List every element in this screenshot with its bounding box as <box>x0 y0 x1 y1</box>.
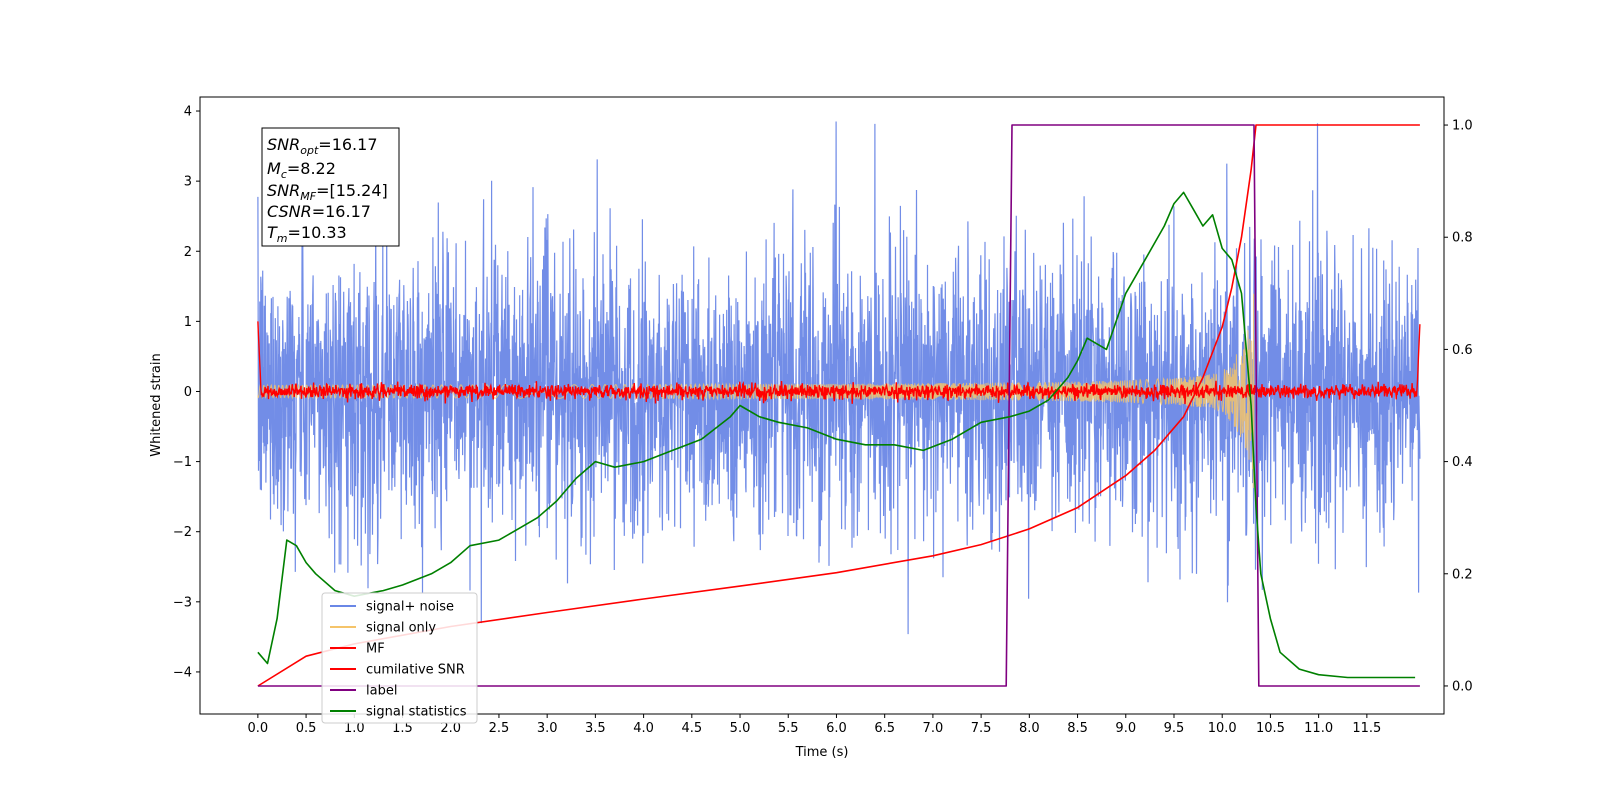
y2-tick-label: 1.0 <box>1452 119 1473 134</box>
x-tick-label: 10.0 <box>1208 721 1237 736</box>
info-snr-opt: SNRopt=16.17 <box>267 135 378 157</box>
legend-label-signal-only: signal only <box>366 621 436 636</box>
info-mc: Mc=8.22 <box>267 159 336 181</box>
x-tick-label: 6.0 <box>826 721 847 736</box>
y-tick-label: 0 <box>184 385 192 400</box>
series-mf <box>257 321 1421 405</box>
y2-tick-label: 0.0 <box>1452 679 1473 694</box>
series-label <box>257 124 1420 687</box>
x-tick-label: 6.5 <box>874 721 895 736</box>
x-tick-label: 1.5 <box>392 721 413 736</box>
x-tick-label: 4.0 <box>633 721 654 736</box>
x-tick-label: 8.0 <box>1019 721 1040 736</box>
x-tick-label: 1.0 <box>344 721 365 736</box>
y2-tick-label: 0.8 <box>1452 231 1473 246</box>
plot-frame <box>199 96 1445 715</box>
y-tick-label: −3 <box>173 595 192 610</box>
info-csnr: CSNR=16.17 <box>267 202 371 221</box>
x-tick-label: 3.0 <box>537 721 558 736</box>
series-signal-statistics <box>257 191 1416 679</box>
y2-tick-label: 0.6 <box>1452 343 1473 358</box>
x-tick-label: 9.5 <box>1164 721 1185 736</box>
y-tick-label: 4 <box>184 105 192 120</box>
x-tick-label: 0.0 <box>248 721 269 736</box>
x-tick-label: 4.5 <box>681 721 702 736</box>
x-tick-label: 8.5 <box>1067 721 1088 736</box>
y-tick-label: −2 <box>173 525 192 540</box>
x-tick-label: 2.5 <box>489 721 510 736</box>
x-tick-label: 10.5 <box>1256 721 1285 736</box>
x-tick-label: 11.0 <box>1304 721 1333 736</box>
legend: signal+ noise signal only MF cumilative SNR… <box>321 592 478 724</box>
info-box: SNRopt=16.17 Mc=8.22 SNRMF=[15.24] CSNR=… <box>261 127 400 247</box>
info-box-frame <box>261 127 400 247</box>
legend-label-signal-noise: signal+ noise <box>366 600 454 615</box>
y2-tick-label: 0.2 <box>1452 567 1473 582</box>
y-axis-label: Whitened strain <box>149 353 164 456</box>
x-tick-label: 0.5 <box>296 721 317 736</box>
legend-label-cumilative-snr: cumilative SNR <box>366 663 465 678</box>
x-axis-label: Time (s) <box>795 745 849 760</box>
info-tm: Tm=10.33 <box>267 223 347 245</box>
y-tick-label: −4 <box>173 665 192 680</box>
x-tick-label: 2.0 <box>440 721 461 736</box>
legend-label-signal-statistics: signal statistics <box>366 705 467 720</box>
x-tick-label: 5.5 <box>778 721 799 736</box>
info-snr-mf: SNRMF=[15.24] <box>267 181 388 203</box>
y-tick-label: 3 <box>184 175 192 190</box>
y-tick-label: −1 <box>173 455 192 470</box>
y2-tick-label: 0.4 <box>1452 455 1473 470</box>
x-tick-label: 7.5 <box>971 721 992 736</box>
x-tick-label: 7.0 <box>923 721 944 736</box>
series-cumilative-snr <box>257 124 1420 687</box>
legend-frame <box>321 592 478 724</box>
series-signal-only <box>257 293 1255 489</box>
y-tick-label: 2 <box>184 245 192 260</box>
series-signal-noise <box>257 121 1421 635</box>
x-tick-label: 9.0 <box>1115 721 1136 736</box>
x-tick-label: 5.0 <box>730 721 751 736</box>
x-tick-label: 11.5 <box>1352 721 1381 736</box>
legend-label-mf: MF <box>366 642 385 657</box>
y-tick-label: 1 <box>184 315 192 330</box>
x-tick-label: 3.5 <box>585 721 606 736</box>
legend-label-label: label <box>366 684 397 699</box>
